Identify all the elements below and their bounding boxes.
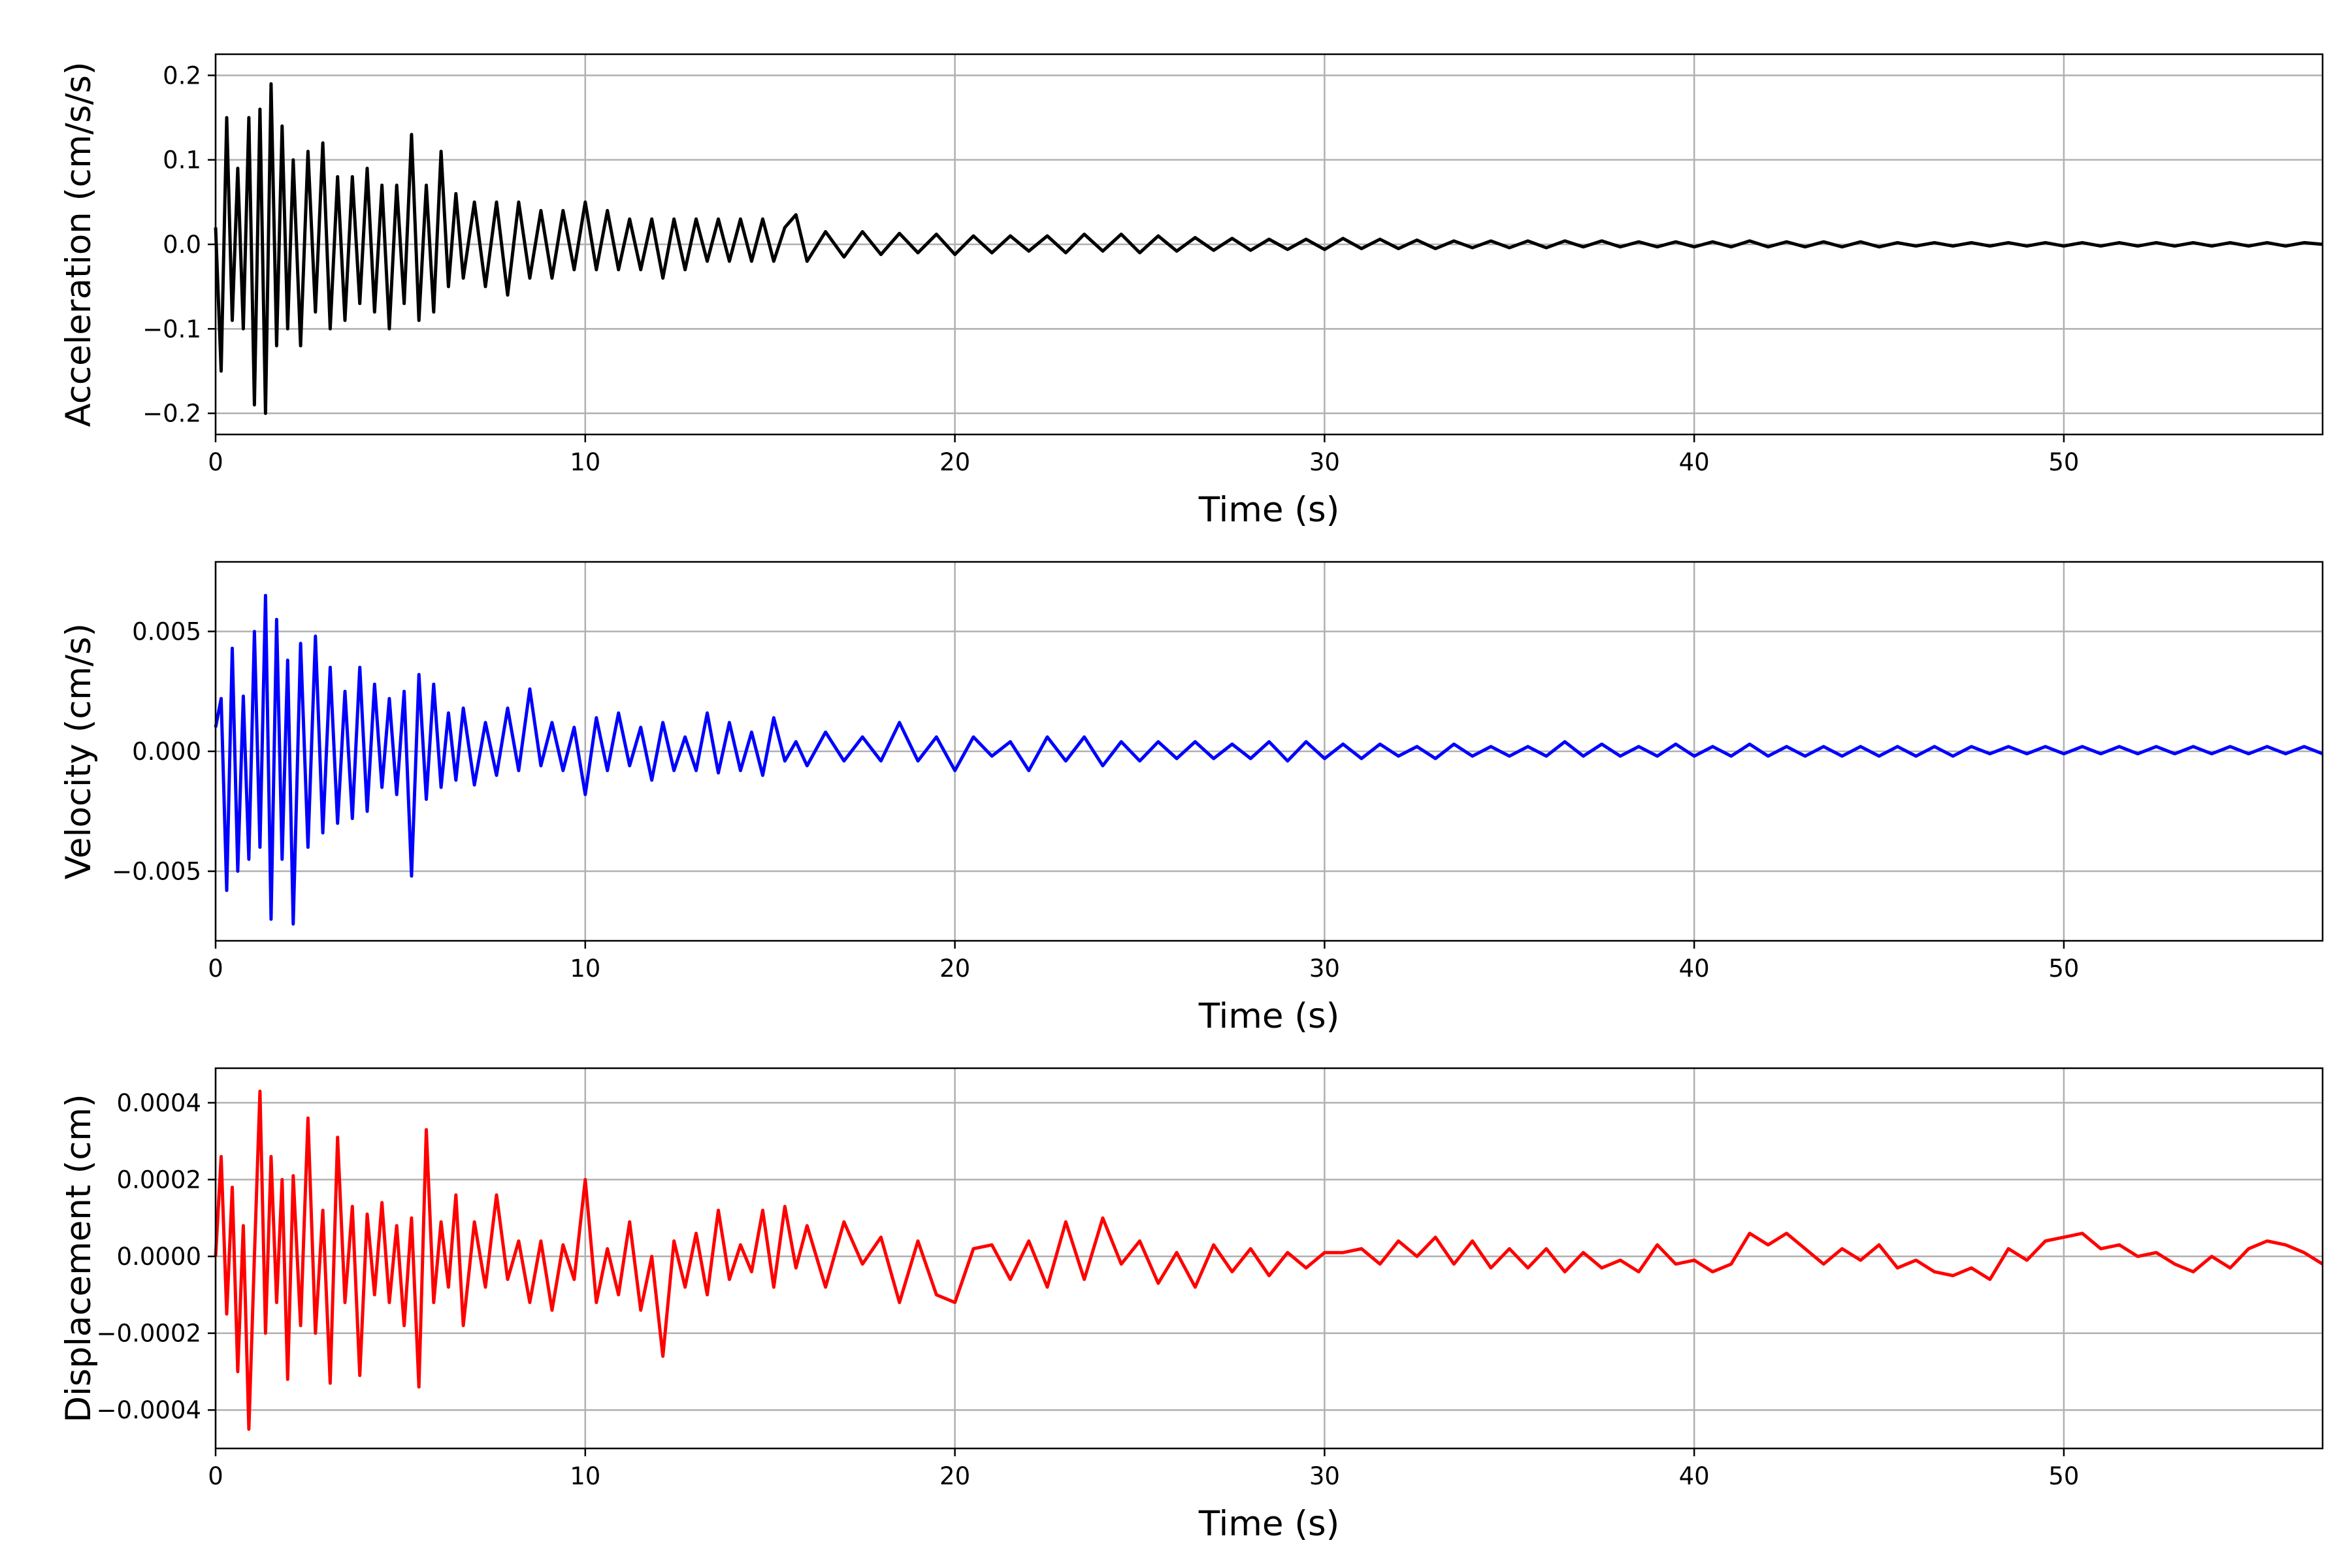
- displacement-xtick-label-1: 10: [570, 1462, 600, 1490]
- velocity-xtick-label-2: 20: [939, 955, 970, 983]
- acceleration-xtick-label-5: 50: [2048, 448, 2079, 476]
- acceleration-ytick-label-2: 0.0: [163, 231, 201, 259]
- acceleration-series-line: [214, 82, 2323, 416]
- displacement-series-line: [214, 1089, 2324, 1431]
- displacement-ytick-label-2: 0.0000: [117, 1243, 201, 1271]
- velocity-ytick-label-2: 0.005: [132, 617, 201, 645]
- acceleration-ytick-label-0: −0.2: [142, 400, 201, 428]
- acceleration-xtick-label-3: 30: [1309, 448, 1340, 476]
- acceleration-ytick-label-1: −0.1: [142, 315, 201, 343]
- acceleration-panel: 0 10 20 30 40 50 −0.2 −0.1 0.0 0.1 0.2 Time (s) Acce…: [59, 53, 2324, 530]
- displacement-ytick-label-3: 0.0002: [117, 1166, 201, 1194]
- velocity-series-line: [214, 593, 2323, 926]
- displacement-ytick-label-0: −0.0004: [97, 1396, 201, 1424]
- acceleration-ytick-label-4: 0.2: [163, 61, 201, 90]
- displacement-xtick-label-5: 50: [2048, 1462, 2079, 1490]
- velocity-ytick-label-0: −0.005: [112, 858, 201, 886]
- velocity-xtick-label-4: 40: [1679, 955, 1710, 983]
- displacement-yaxis-title: Displacement (cm): [59, 1094, 99, 1422]
- displacement-ytick-label-1: −0.0002: [97, 1320, 201, 1348]
- acceleration-yaxis-title: Acceleration (cm/s/s): [59, 61, 99, 427]
- displacement-xtick-label-3: 30: [1309, 1462, 1340, 1490]
- velocity-yaxis-title: Velocity (cm/s): [59, 623, 99, 879]
- velocity-xtick-label-0: 0: [208, 955, 223, 983]
- acceleration-xtick-label-2: 20: [939, 448, 970, 476]
- displacement-xtick-label-0: 0: [208, 1462, 223, 1490]
- acceleration-xtick-label-1: 10: [570, 448, 600, 476]
- velocity-ytick-label-1: 0.000: [132, 738, 201, 766]
- velocity-xtick-label-3: 30: [1309, 955, 1340, 983]
- displacement-xtick-label-2: 20: [939, 1462, 970, 1490]
- acceleration-xaxis-title: Time (s): [1198, 490, 1340, 530]
- acceleration-xtick-label-4: 40: [1679, 448, 1710, 476]
- displacement-panel: 0 10 20 30 40 50 −0.0004 −0.0002 0.0000 0.0002 0.0…: [59, 1067, 2324, 1544]
- velocity-xtick-label-5: 50: [2048, 955, 2079, 983]
- acceleration-xtick-label-0: 0: [208, 448, 223, 476]
- displacement-axes-frame: [214, 1067, 2324, 1450]
- velocity-xaxis-title: Time (s): [1198, 996, 1340, 1036]
- acceleration-ytick-label-3: 0.1: [163, 146, 201, 174]
- velocity-xtick-label-1: 10: [570, 955, 600, 983]
- displacement-ytick-label-4: 0.0004: [117, 1089, 201, 1117]
- velocity-panel: 0 10 20 30 40 50 −0.005 0.000 0.005 Time (s) Veloc…: [59, 561, 2324, 1036]
- displacement-xaxis-title: Time (s): [1198, 1504, 1340, 1544]
- displacement-xtick-label-4: 40: [1679, 1462, 1710, 1490]
